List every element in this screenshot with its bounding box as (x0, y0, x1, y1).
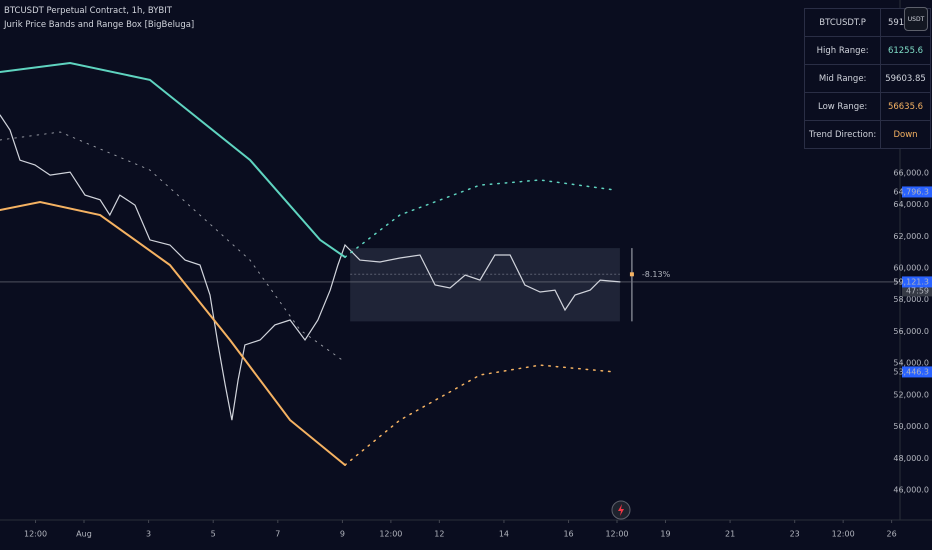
price-tag (902, 276, 932, 288)
price-tag (902, 186, 932, 198)
range-box (350, 248, 620, 322)
y-tick-label: 54,000.0 (893, 359, 929, 368)
y-tick-label: 64,000.0 (893, 200, 929, 209)
x-tick-label: 3 (146, 530, 151, 539)
x-tick-label: 21 (725, 530, 735, 539)
x-tick-label: 16 (563, 530, 573, 539)
x-tick-label: 12 (434, 530, 444, 539)
table-row: Trend Direction: Down (803, 120, 931, 149)
table-row: High Range: 61255.6 (803, 36, 931, 65)
series-line (0, 61, 346, 259)
x-tick-label: 26 (887, 530, 897, 539)
x-tick-label: 12:00 (24, 530, 47, 539)
x-tick-label: 9 (340, 530, 345, 539)
y-tick-label: 58,000.0 (893, 295, 929, 304)
y-tick-label: 46,000.0 (893, 486, 929, 495)
x-tick-label: 14 (499, 530, 509, 539)
x-tick-label: 12:00 (832, 530, 855, 539)
currency-button[interactable]: USDT (904, 7, 928, 31)
y-tick-label: 50,000.0 (893, 422, 929, 431)
x-tick-label: 12:00 (379, 530, 402, 539)
price-tag (902, 366, 932, 378)
x-tick-label: Aug (76, 530, 92, 539)
legend-header: BTCUSDT Perpetual Contract, 1h, BYBIT Ju… (4, 4, 194, 32)
x-tick-label: 12:00 (605, 530, 628, 539)
table-value: Down (880, 120, 931, 149)
price-tag-label: 53,446.3 (893, 367, 929, 376)
y-tick-label: 66,000.0 (893, 168, 929, 177)
table-label: Trend Direction: (803, 120, 882, 149)
indicator-title: Jurik Price Bands and Range Box [BigBelu… (4, 20, 195, 30)
x-tick-label: 23 (790, 530, 800, 539)
table-value: 61255.6 (880, 36, 931, 65)
table-label: High Range: (803, 36, 882, 65)
table-label: Mid Range: (803, 64, 882, 93)
series-line (0, 114, 621, 421)
y-tick-label: 56,000.0 (893, 327, 929, 336)
change-dot (629, 272, 634, 277)
y-tick-label: 48,000.0 (893, 454, 929, 463)
change-label: -8.13% (642, 270, 671, 279)
table-value: 59603.85 (880, 64, 931, 93)
table-label: Low Range: (803, 92, 882, 121)
series-line (344, 179, 616, 258)
x-tick-label: 19 (660, 530, 670, 539)
series-line (0, 131, 346, 363)
price-tag-label: 64,796.3 (893, 187, 929, 196)
x-tick-label: 5 (211, 530, 216, 539)
table-label: BTCUSDT.P (803, 8, 882, 37)
x-tick-label: 7 (275, 530, 280, 539)
price-tag-countdown: 47:59 (906, 286, 929, 295)
table-value: 56635.6 (880, 92, 931, 121)
table-row: Low Range: 56635.6 (803, 92, 931, 121)
y-tick-label: 52,000.0 (893, 390, 929, 399)
y-tick-label: 60,000.0 (893, 264, 929, 273)
y-tick-label: 62,000.0 (893, 232, 929, 241)
symbol-title: BTCUSDT Perpetual Contract, 1h, BYBIT (4, 6, 172, 16)
series-line (344, 364, 616, 466)
table-row: Mid Range: 59603.85 (803, 64, 931, 93)
lightning-glyph (618, 504, 624, 516)
series-line (0, 200, 346, 466)
price-tag-label: 59,121.3 (893, 277, 929, 286)
